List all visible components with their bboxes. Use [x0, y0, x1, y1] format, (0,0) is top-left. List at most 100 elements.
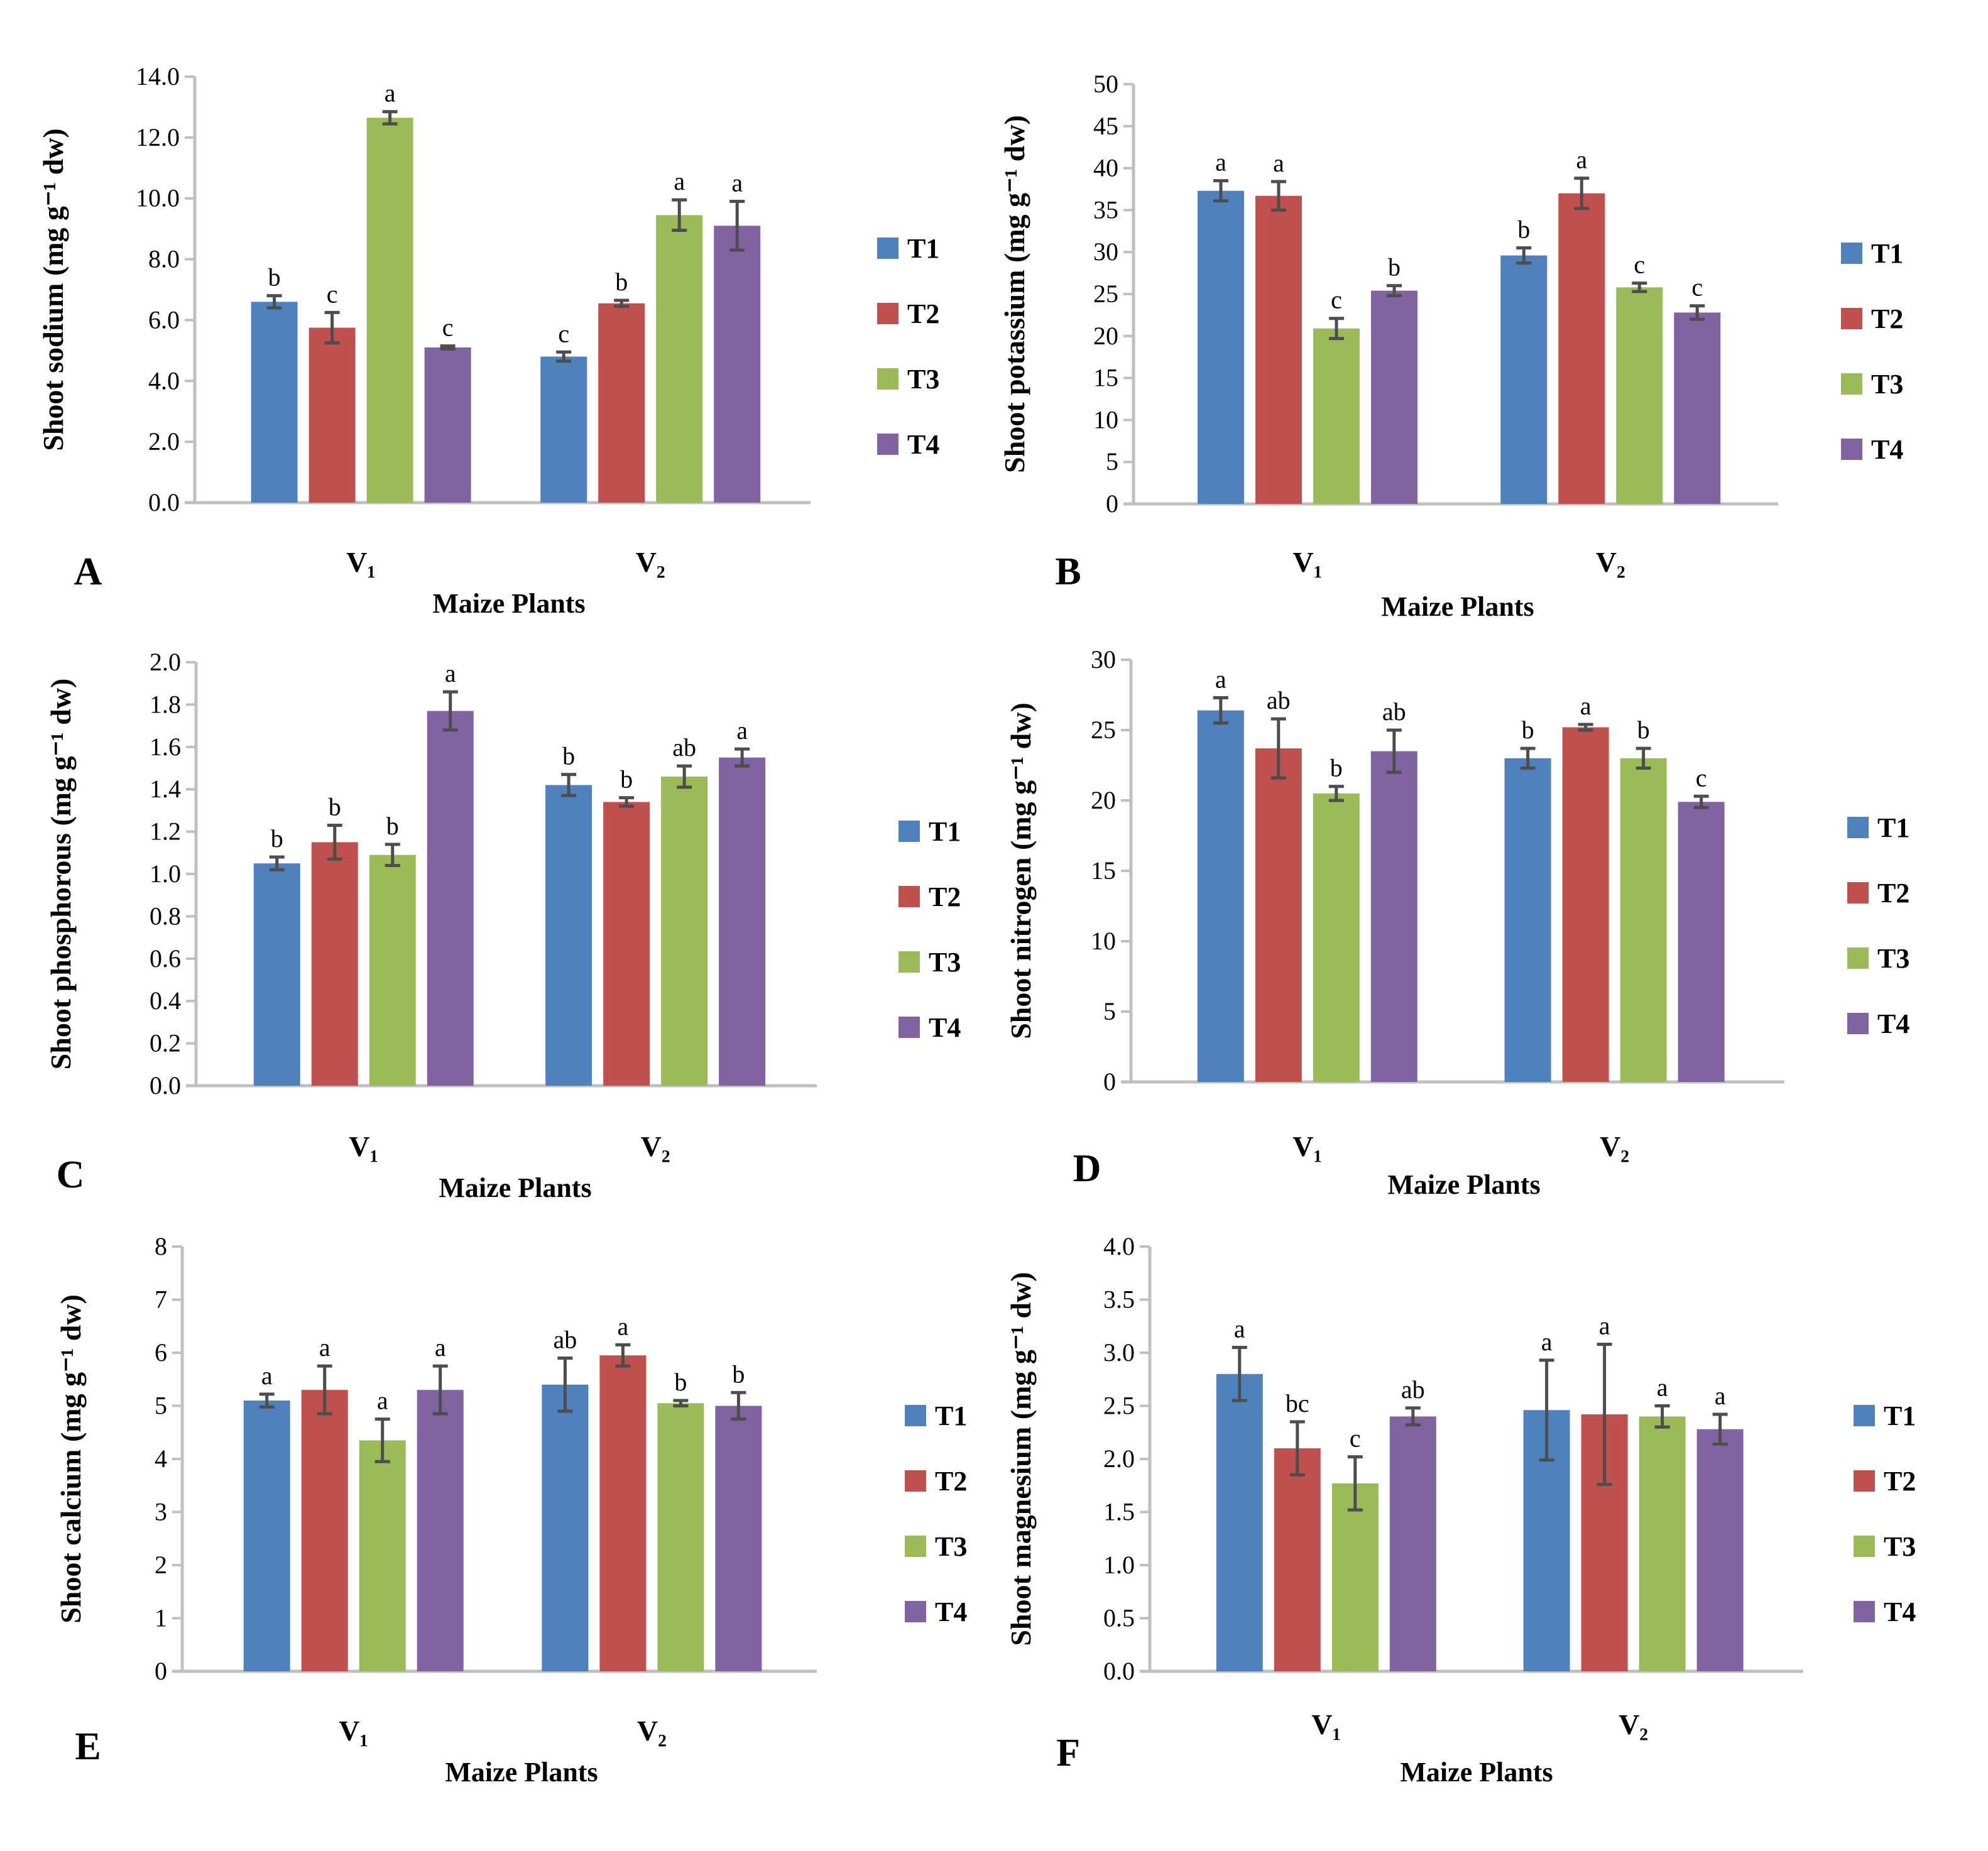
significance-letter: a	[1541, 1328, 1553, 1356]
category-label: V₂	[637, 1715, 667, 1747]
significance-letter: a	[1273, 149, 1284, 177]
legend-label: T1	[1877, 812, 1909, 843]
legend-swatch-T2	[877, 303, 898, 324]
y-axis-label: Shoot sodium (mg g⁻¹ dw)	[37, 128, 69, 450]
legend-label: T3	[929, 947, 961, 978]
significance-letter: c	[1331, 286, 1342, 314]
y-tick-label: 10.0	[136, 184, 180, 212]
category-label: V₁	[349, 1130, 378, 1162]
panel-E: 0 1 2 3 4 5 6 7 8 Shoot calcium (mg g⁻¹ dw) V₁ a a a a…	[55, 1232, 967, 1788]
panel-B: 0 5 10 15 20 25 30 35 40 45 50 Shoot potassium (mg …	[998, 70, 1903, 622]
y-tick-label: 25	[1091, 716, 1116, 744]
legend-swatch-T1	[898, 821, 920, 842]
y-tick-label: 7	[155, 1286, 167, 1314]
bar-T4-1	[1370, 751, 1417, 1082]
legend-swatch-T2	[1847, 882, 1869, 904]
legend-label: T1	[1884, 1401, 1916, 1431]
y-tick-label: 1.5	[1103, 1498, 1135, 1526]
significance-letter: ab	[672, 733, 696, 762]
y-tick-label: 0.4	[150, 986, 181, 1015]
significance-letter: a	[445, 659, 456, 687]
legend-swatch-T1	[1854, 1405, 1875, 1426]
y-tick-label: 2.5	[1103, 1392, 1135, 1420]
legend-swatch-T3	[1841, 373, 1862, 395]
bar-T2-2	[1558, 193, 1605, 504]
legend-swatch-T2	[905, 1470, 926, 1492]
y-tick-label: 1.2	[150, 817, 181, 846]
significance-letter: b	[615, 268, 628, 296]
y-tick-label: 4.0	[1103, 1232, 1135, 1260]
legend-swatch-T2	[898, 886, 920, 907]
bar-T4-2	[715, 1406, 762, 1671]
significance-letter: c	[1634, 251, 1645, 279]
category-label: V₁	[1311, 1708, 1341, 1740]
y-tick-label: 4	[155, 1444, 167, 1473]
y-tick-label: 35	[1093, 195, 1118, 224]
y-tick-label: 0.2	[150, 1029, 181, 1057]
significance-letter: a	[1215, 148, 1226, 177]
significance-letter: a	[674, 167, 685, 195]
y-axis-label: Shoot phosphorous (mg g⁻¹ dw)	[45, 679, 77, 1070]
y-tick-label: 20	[1091, 786, 1116, 814]
y-tick-label: 10	[1093, 405, 1118, 434]
legend-swatch-T1	[905, 1405, 926, 1426]
legend-label: T2	[1884, 1466, 1916, 1497]
bar-T3-1	[369, 855, 416, 1086]
y-tick-label: 8.0	[148, 245, 180, 273]
legend-label: T1	[907, 233, 939, 264]
y-tick-label: 6	[155, 1338, 167, 1367]
y-tick-label: 4.0	[148, 366, 180, 395]
significance-letter: b	[386, 812, 399, 840]
significance-letter: ab	[1401, 1375, 1425, 1404]
y-tick-label: 3.0	[1103, 1338, 1135, 1367]
significance-letter: c	[1691, 273, 1703, 302]
x-axis-label: Maize Plants	[432, 588, 585, 619]
y-tick-label: 1.8	[150, 690, 181, 718]
legend-label: T4	[907, 429, 939, 460]
y-tick-label: 20	[1093, 322, 1118, 350]
significance-letter: b	[732, 1360, 745, 1388]
legend-label: T3	[935, 1531, 967, 1562]
legend-swatch-T2	[1841, 308, 1862, 329]
legend-swatch-T1	[877, 238, 898, 259]
bar-T1-1	[1198, 190, 1245, 504]
bar-T1-1	[1216, 1373, 1263, 1671]
bar-T3-2	[1639, 1416, 1686, 1671]
legend-label: T3	[1877, 943, 1909, 974]
y-tick-label: 50	[1093, 70, 1118, 98]
legend-label: T4	[1871, 434, 1903, 465]
significance-letter: a	[1599, 1311, 1610, 1340]
y-tick-label: 15	[1093, 364, 1118, 392]
panel-F: 0.0 0.5 1.0 1.5 2.0 2.5 3.0 3.5 4.0 Shoot magnesi…	[1005, 1232, 1916, 1788]
y-tick-label: 12.0	[136, 123, 180, 151]
significance-letter: a	[1580, 692, 1592, 720]
significance-letter: c	[442, 314, 454, 342]
panel-letter: B	[1055, 550, 1081, 593]
y-tick-label: 0.6	[150, 944, 181, 973]
panel-letter: C	[57, 1154, 85, 1196]
bar-T4-2	[1678, 802, 1725, 1082]
significance-letter: b	[562, 742, 575, 770]
bar-T4-2	[719, 757, 766, 1086]
y-tick-label: 45	[1093, 112, 1118, 140]
y-tick-label: 2	[155, 1551, 167, 1579]
y-tick-label: 30	[1093, 238, 1118, 266]
significance-letter: b	[620, 765, 633, 794]
significance-letter: b	[1388, 253, 1401, 281]
y-tick-label: 1.4	[150, 775, 181, 803]
y-tick-label: 0.8	[150, 902, 181, 930]
y-tick-label: 3.5	[1103, 1286, 1135, 1314]
legend-label: T2	[907, 298, 939, 329]
bar-T2-1	[1255, 195, 1303, 504]
y-tick-label: 10	[1091, 927, 1116, 955]
bar-T3-2	[656, 215, 703, 503]
significance-letter: c	[1350, 1424, 1361, 1453]
significance-letter: a	[261, 1362, 273, 1390]
legend-swatch-T3	[1854, 1536, 1875, 1557]
x-axis-label: Maize Plants	[445, 1757, 598, 1788]
bar-T3-2	[661, 776, 708, 1086]
legend-label: T4	[935, 1597, 967, 1627]
significance-letter: b	[1330, 754, 1343, 782]
y-tick-label: 0.0	[148, 488, 180, 516]
